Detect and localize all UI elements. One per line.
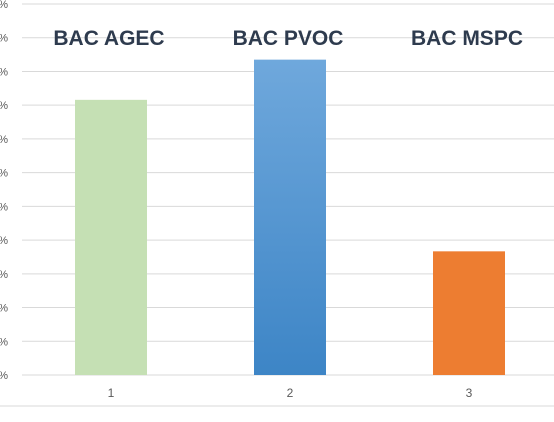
y-tick-label: % bbox=[0, 235, 8, 247]
category-label-3: BAC MSPC bbox=[411, 27, 523, 50]
y-tick-label: % bbox=[0, 100, 8, 112]
bar-3 bbox=[433, 251, 505, 375]
x-tick-label: 1 bbox=[108, 386, 115, 400]
bars bbox=[75, 59, 505, 376]
y-tick-label: % bbox=[0, 269, 8, 281]
category-label-2: BAC PVOC bbox=[233, 27, 344, 50]
category-label-1: BAC AGEC bbox=[53, 27, 164, 50]
y-tick-label: % bbox=[0, 370, 8, 382]
x-axis-ticks: 1 2 3 bbox=[108, 386, 473, 400]
x-tick-label: 3 bbox=[466, 386, 473, 400]
y-tick-label: % bbox=[0, 168, 8, 180]
y-tick-label: % bbox=[0, 336, 8, 348]
bar-2 bbox=[254, 59, 326, 376]
y-tick-label: % bbox=[0, 0, 8, 11]
y-tick-label: % bbox=[0, 134, 8, 146]
y-axis-ticks: %%%%%%%%%%%% bbox=[0, 0, 8, 382]
y-tick-label: % bbox=[0, 33, 8, 45]
bar-1 bbox=[75, 99, 147, 375]
y-tick-label: % bbox=[0, 201, 8, 213]
category-labels: BAC AGEC BAC PVOC BAC MSPC bbox=[53, 27, 523, 50]
x-tick-label: 2 bbox=[287, 386, 294, 400]
y-tick-label: % bbox=[0, 303, 8, 315]
y-tick-label: % bbox=[0, 66, 8, 78]
